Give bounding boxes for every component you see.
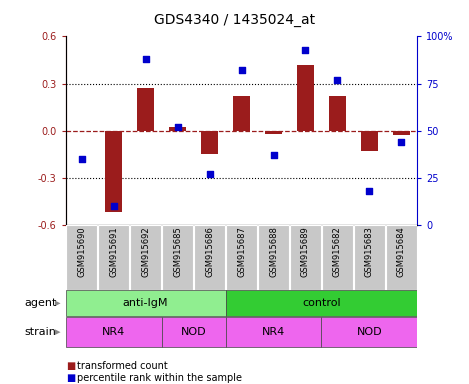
Text: ■: ■	[66, 361, 75, 371]
Bar	[258, 225, 289, 290]
Point	[366, 188, 373, 194]
Text: GSM915682: GSM915682	[333, 227, 342, 277]
Bar	[137, 88, 154, 131]
Bar	[194, 225, 225, 290]
Bar	[162, 225, 193, 290]
Text: agent: agent	[24, 298, 56, 308]
Text: GSM915690: GSM915690	[77, 227, 86, 277]
Text: GSM915689: GSM915689	[301, 227, 310, 277]
Bar	[226, 290, 417, 316]
Text: GSM915688: GSM915688	[269, 227, 278, 278]
Bar	[386, 225, 417, 290]
Text: GSM915691: GSM915691	[109, 227, 118, 277]
Bar	[66, 318, 162, 347]
Point	[302, 46, 309, 53]
Point	[238, 67, 245, 73]
Text: NR4: NR4	[102, 327, 125, 337]
Bar	[393, 131, 410, 135]
Point	[78, 156, 85, 162]
Bar	[226, 318, 321, 347]
Text: anti-IgM: anti-IgM	[123, 298, 168, 308]
Text: transformed count: transformed count	[77, 361, 168, 371]
Bar	[162, 318, 226, 347]
Text: GSM915683: GSM915683	[365, 227, 374, 278]
Bar	[290, 225, 321, 290]
Point	[270, 152, 277, 158]
Bar	[321, 318, 417, 347]
Text: GDS4340 / 1435024_at: GDS4340 / 1435024_at	[154, 13, 315, 27]
Bar	[329, 96, 346, 131]
Text: ■: ■	[66, 373, 75, 383]
Text: GSM915686: GSM915686	[205, 227, 214, 278]
Bar	[354, 225, 385, 290]
Bar	[66, 290, 226, 316]
Bar	[105, 131, 122, 212]
Point	[334, 77, 341, 83]
Bar	[201, 131, 219, 154]
Text: GSM915685: GSM915685	[173, 227, 182, 277]
Text: GSM915684: GSM915684	[397, 227, 406, 277]
Point	[142, 56, 149, 62]
Bar	[265, 131, 282, 134]
Text: strain: strain	[24, 327, 56, 337]
Bar	[130, 225, 161, 290]
Point	[398, 139, 405, 145]
Text: NOD: NOD	[356, 327, 382, 337]
Bar	[169, 127, 186, 131]
Text: percentile rank within the sample: percentile rank within the sample	[77, 373, 242, 383]
Bar	[233, 96, 250, 131]
Point	[206, 171, 213, 177]
Bar	[361, 131, 378, 151]
Text: NOD: NOD	[181, 327, 206, 337]
Bar	[322, 225, 353, 290]
Text: GSM915687: GSM915687	[237, 227, 246, 278]
Bar	[98, 225, 129, 290]
Text: control: control	[302, 298, 341, 308]
Point	[110, 203, 117, 209]
Bar	[66, 225, 97, 290]
Bar	[297, 65, 314, 131]
Bar	[226, 225, 257, 290]
Text: GSM915692: GSM915692	[141, 227, 150, 277]
Point	[174, 124, 182, 130]
Text: NR4: NR4	[262, 327, 285, 337]
